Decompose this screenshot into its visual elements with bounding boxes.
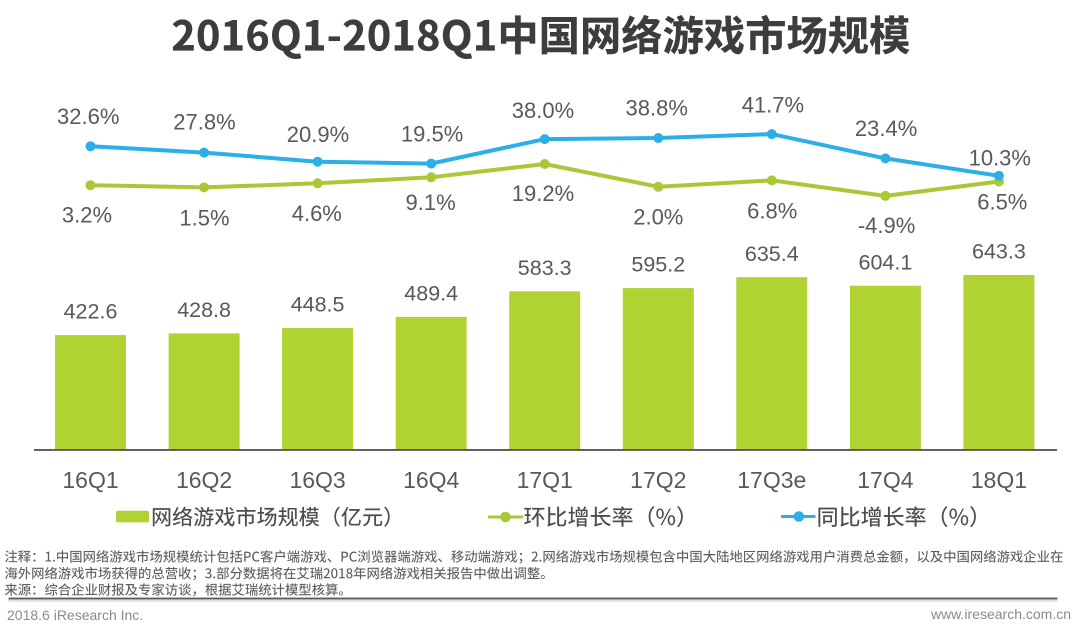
svg-text:643.3: 643.3 [972, 240, 1026, 264]
svg-text:3.2%: 3.2% [62, 202, 112, 227]
svg-text:38.8%: 38.8% [626, 96, 688, 121]
svg-text:19.2%: 19.2% [512, 181, 574, 206]
svg-text:19.5%: 19.5% [401, 122, 463, 147]
svg-text:38.0%: 38.0% [512, 98, 574, 123]
svg-text:17Q3e: 17Q3e [737, 467, 806, 493]
svg-text:17Q1: 17Q1 [517, 467, 573, 493]
svg-text:16Q1: 16Q1 [62, 467, 118, 493]
svg-text:27.8%: 27.8% [173, 110, 235, 135]
svg-text:20.9%: 20.9% [287, 122, 349, 147]
svg-text:17Q2: 17Q2 [630, 467, 686, 493]
svg-text:41.7%: 41.7% [742, 93, 804, 118]
svg-text:17Q4: 17Q4 [857, 467, 913, 493]
svg-text:16Q4: 16Q4 [403, 467, 459, 493]
svg-text:635.4: 635.4 [745, 242, 799, 266]
svg-text:428.8: 428.8 [177, 298, 231, 322]
svg-text:4.6%: 4.6% [292, 201, 342, 226]
svg-text:1.5%: 1.5% [179, 206, 229, 231]
svg-text:18Q1: 18Q1 [971, 467, 1027, 493]
svg-text:2.0%: 2.0% [633, 205, 683, 230]
svg-text:10.3%: 10.3% [969, 146, 1031, 171]
svg-text:2018.6 iResearch Inc.: 2018.6 iResearch Inc. [7, 607, 143, 623]
svg-text:422.6: 422.6 [64, 300, 118, 324]
svg-text:9.1%: 9.1% [406, 190, 456, 215]
svg-text:583.3: 583.3 [518, 256, 572, 280]
svg-text:6.8%: 6.8% [747, 199, 797, 224]
svg-text:16Q2: 16Q2 [176, 467, 232, 493]
svg-text:595.2: 595.2 [631, 253, 685, 277]
svg-text:-4.9%: -4.9% [858, 213, 915, 238]
svg-text:16Q3: 16Q3 [289, 467, 345, 493]
svg-text:23.4%: 23.4% [855, 116, 917, 141]
svg-text:www.iresearch.com.cn: www.iresearch.com.cn [930, 606, 1071, 622]
svg-text:32.6%: 32.6% [57, 104, 119, 129]
svg-text:448.5: 448.5 [291, 293, 345, 317]
svg-text:604.1: 604.1 [858, 250, 912, 274]
svg-text:489.4: 489.4 [404, 282, 458, 306]
svg-text:6.5%: 6.5% [977, 190, 1027, 215]
